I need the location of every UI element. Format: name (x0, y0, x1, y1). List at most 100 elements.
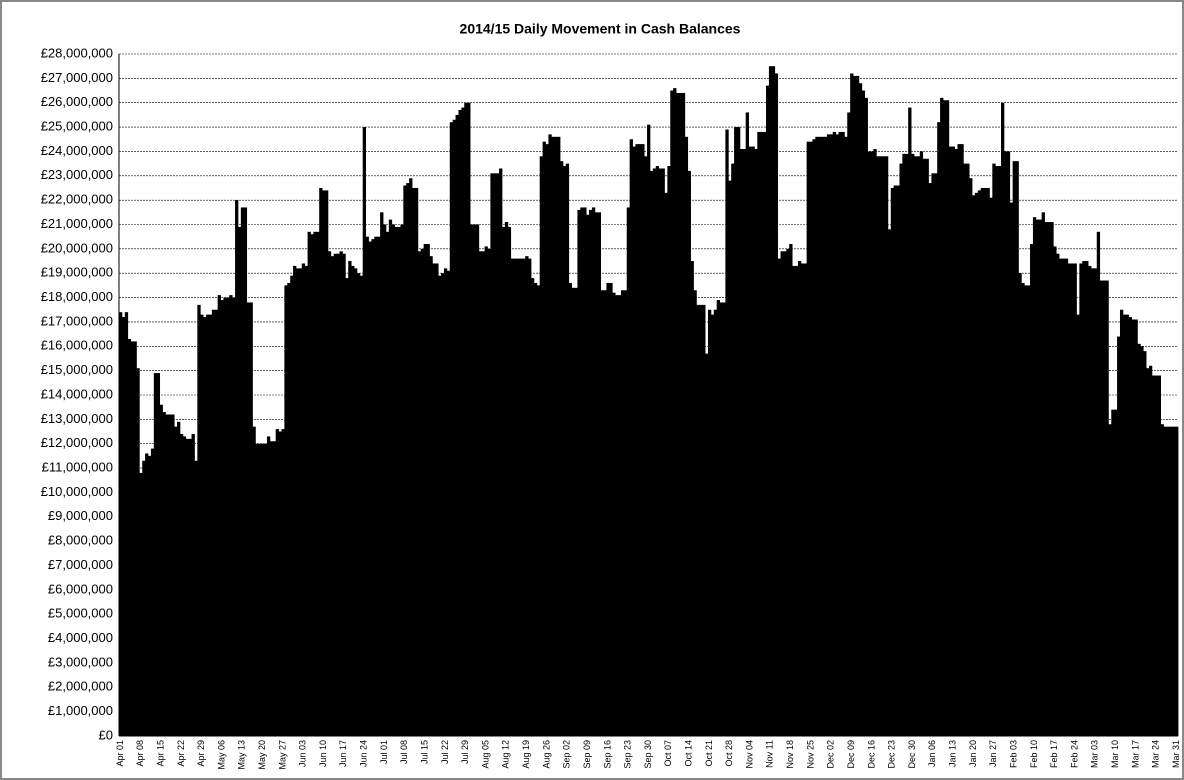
bar (806, 141, 810, 736)
bar (142, 460, 146, 736)
bar (896, 185, 900, 736)
y-tick-label: £6,000,000 (48, 581, 113, 596)
bar (1096, 231, 1101, 737)
bar (618, 295, 622, 736)
bar (226, 297, 230, 736)
bar (922, 158, 926, 736)
bar (757, 131, 761, 736)
bar (1053, 246, 1057, 736)
bar (1021, 282, 1025, 736)
bar (800, 263, 805, 736)
bar (972, 195, 976, 736)
x-tick-label: Jan 13 (948, 740, 958, 767)
bar (240, 207, 245, 736)
bar (1134, 319, 1138, 736)
bar (565, 163, 570, 736)
bar (275, 429, 279, 736)
x-tick-label: Jul 15 (419, 740, 429, 764)
bar (879, 156, 883, 737)
bar (423, 243, 427, 736)
bar (261, 443, 265, 736)
bar (887, 229, 892, 736)
x-tick-label: Aug 12 (501, 740, 511, 769)
bar (797, 261, 802, 736)
bar (150, 448, 155, 736)
x-tick-label: Oct 07 (663, 740, 673, 767)
bar (615, 295, 619, 736)
bar (855, 75, 860, 736)
bar (568, 282, 573, 736)
bar (707, 309, 712, 736)
bar (838, 131, 842, 736)
bar (264, 443, 268, 736)
x-tick-label: Oct 14 (683, 740, 693, 767)
bar (229, 295, 233, 736)
x-tick-label: Aug 05 (480, 740, 490, 769)
bar (156, 373, 161, 736)
x-tick-label: Jul 08 (399, 740, 409, 764)
bar (783, 251, 787, 737)
x-tick-label: Oct 21 (704, 740, 714, 767)
bar (501, 226, 506, 736)
bar (551, 136, 555, 737)
bar (774, 73, 779, 736)
bar (310, 234, 314, 736)
bar (626, 207, 631, 736)
x-tick-label: Nov 11 (765, 740, 775, 768)
x-tick-label: Jun 17 (338, 740, 348, 767)
bar (426, 243, 430, 736)
bar (687, 170, 691, 736)
x-tick-label: Jan 06 (927, 740, 937, 767)
bar (246, 302, 250, 736)
bar (528, 258, 532, 736)
bar (554, 136, 558, 737)
x-tick-label: Apr 29 (196, 740, 206, 767)
y-tick-label: £5,000,000 (48, 606, 113, 621)
bar (359, 275, 364, 736)
x-tick-label: Jan 20 (968, 740, 978, 767)
bar (673, 88, 677, 737)
bar (1105, 280, 1109, 736)
bar (647, 124, 651, 736)
bar (119, 312, 123, 736)
bar (919, 151, 924, 736)
bar (287, 282, 291, 736)
bar (322, 190, 326, 736)
bar (319, 187, 323, 736)
bar (908, 107, 912, 737)
bar (574, 287, 578, 736)
bar (539, 156, 543, 737)
bar (435, 263, 439, 736)
bar (342, 253, 346, 736)
bar (185, 438, 190, 736)
bar (876, 156, 880, 737)
x-tick-label: Mar 10 (1110, 740, 1120, 768)
bar (406, 183, 410, 737)
bar (348, 261, 352, 736)
bar (1143, 351, 1147, 736)
bar (377, 236, 381, 736)
bar (351, 265, 355, 736)
bar (533, 282, 538, 736)
bar (629, 139, 633, 736)
bar (676, 92, 680, 736)
bar (258, 443, 262, 736)
y-tick-label: £1,000,000 (48, 703, 113, 718)
x-tick-label: Apr 22 (176, 740, 186, 767)
bar (188, 438, 192, 736)
y-tick-label: £10,000,000 (41, 484, 113, 499)
bar (571, 287, 575, 736)
bar (557, 136, 561, 737)
bar (847, 112, 851, 736)
bar (812, 139, 816, 736)
bar (400, 224, 404, 736)
bar (1067, 263, 1072, 736)
bar (705, 353, 709, 736)
bar (1140, 346, 1144, 736)
bar (995, 166, 999, 737)
x-tick-label: Sep 02 (562, 740, 572, 769)
bar (638, 144, 642, 736)
bar (403, 185, 407, 736)
bar (664, 192, 668, 737)
